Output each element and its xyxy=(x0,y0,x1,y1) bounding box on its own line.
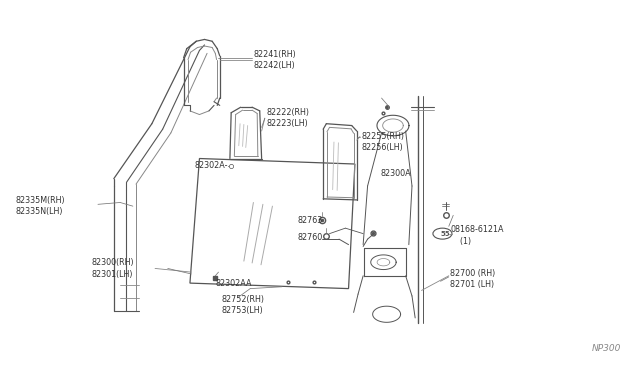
Text: 5: 5 xyxy=(445,231,449,237)
Text: 08168-6121A
    (1): 08168-6121A (1) xyxy=(450,225,504,246)
Text: 82300A: 82300A xyxy=(380,169,411,178)
Text: NP300: NP300 xyxy=(592,344,621,353)
Text: 5: 5 xyxy=(440,231,445,237)
Text: 82335M(RH)
82335N(LH): 82335M(RH) 82335N(LH) xyxy=(15,196,65,216)
Text: 82302AA: 82302AA xyxy=(215,279,252,288)
Text: 82760: 82760 xyxy=(298,233,323,242)
Text: 82752(RH)
82753(LH): 82752(RH) 82753(LH) xyxy=(221,295,265,315)
Text: 82255(RH)
82256(LH): 82255(RH) 82256(LH) xyxy=(361,132,404,152)
Text: 82300(RH)
82301(LH): 82300(RH) 82301(LH) xyxy=(92,259,134,279)
Text: 82700 (RH)
82701 (LH): 82700 (RH) 82701 (LH) xyxy=(450,269,495,289)
Text: 82222(RH)
82223(LH): 82222(RH) 82223(LH) xyxy=(266,108,309,128)
Text: 82302A-: 82302A- xyxy=(195,161,228,170)
Text: 82763: 82763 xyxy=(298,216,323,225)
Text: 82241(RH)
82242(LH): 82241(RH) 82242(LH) xyxy=(253,49,296,70)
